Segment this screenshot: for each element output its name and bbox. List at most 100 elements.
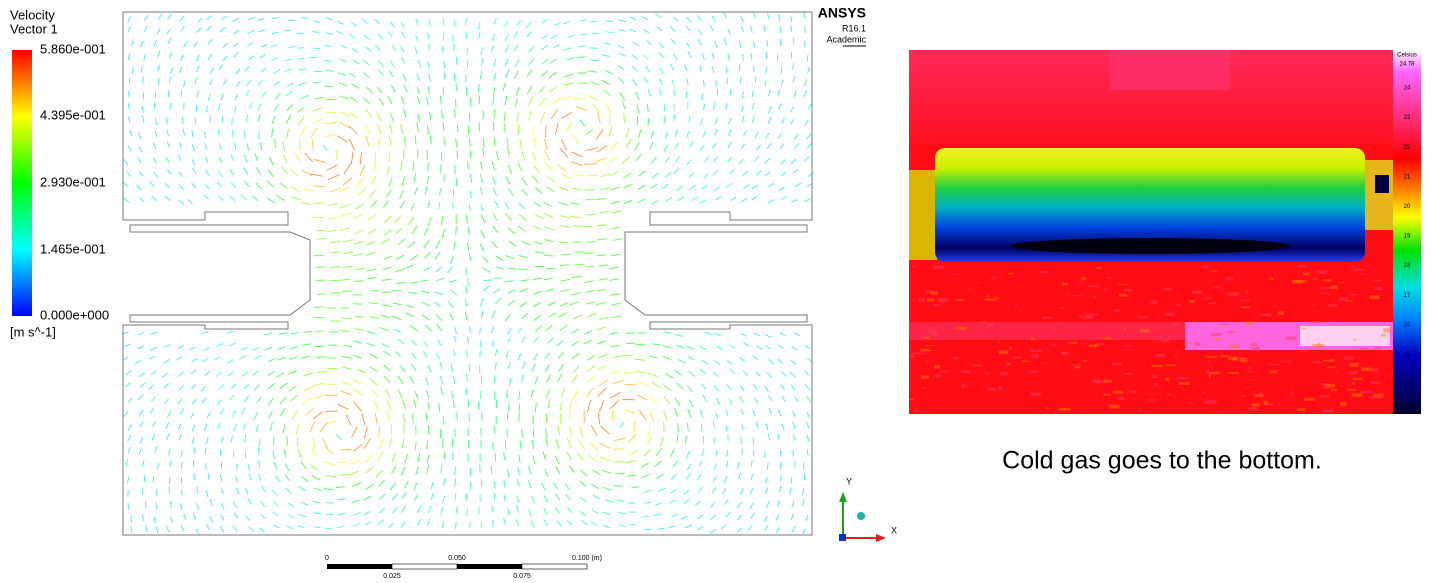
- vector: [610, 345, 619, 347]
- thermal-noise: [1109, 405, 1119, 409]
- vector: [541, 45, 547, 50]
- vector: [223, 79, 226, 85]
- vector: [691, 197, 697, 201]
- vector: [201, 386, 206, 391]
- vector: [283, 154, 287, 163]
- vector: [615, 473, 624, 474]
- vector: [248, 499, 252, 505]
- vector: [702, 360, 708, 364]
- thermal-noise: [1229, 344, 1240, 348]
- thermal-noise: [1052, 327, 1057, 331]
- vector: [428, 163, 429, 172]
- vector: [685, 436, 686, 444]
- vector: [221, 16, 227, 20]
- vector: [428, 200, 430, 208]
- vector: [292, 411, 297, 420]
- vector: [751, 460, 752, 467]
- vector: [700, 145, 703, 151]
- vector: [144, 15, 147, 21]
- thermal-noise: [1371, 368, 1379, 371]
- thermal-noise: [1353, 378, 1363, 380]
- vector: [301, 502, 308, 505]
- vector: [468, 125, 469, 134]
- vector: [544, 240, 553, 242]
- vector: [323, 145, 327, 151]
- vector: [752, 117, 755, 123]
- vector: [519, 255, 528, 257]
- vector: [658, 488, 665, 492]
- vector: [700, 410, 702, 417]
- vector: [273, 81, 279, 86]
- thermal-noise: [974, 282, 980, 283]
- thermal-noise: [1316, 270, 1326, 274]
- thermal-noise: [1252, 403, 1259, 406]
- vector: [700, 346, 707, 350]
- vector: [599, 265, 608, 266]
- vector: [365, 521, 371, 525]
- vector: [572, 276, 581, 278]
- vector: [301, 202, 311, 204]
- thermal-noise: [1104, 287, 1107, 291]
- vector: [743, 185, 748, 189]
- thermal-tick: 19: [1404, 234, 1411, 240]
- vector: [515, 98, 518, 107]
- vector: [402, 177, 405, 186]
- vector: [349, 139, 354, 150]
- vector: [729, 369, 734, 374]
- vector: [283, 424, 285, 433]
- vector: [578, 46, 586, 47]
- vector: [454, 327, 456, 333]
- vector: [509, 188, 513, 195]
- thermal-noise: [940, 370, 948, 372]
- vector: [481, 214, 484, 223]
- vector: [714, 385, 718, 391]
- vector: [353, 512, 360, 515]
- vector: [437, 324, 442, 331]
- vector: [454, 241, 455, 250]
- vector: [549, 86, 557, 92]
- vector: [711, 515, 716, 520]
- vector: [236, 488, 239, 494]
- thermal-noise: [969, 287, 972, 289]
- thermal-noise: [1046, 407, 1050, 409]
- vector: [644, 77, 648, 84]
- vector: [493, 188, 496, 195]
- vector: [659, 43, 664, 48]
- vector: [342, 356, 351, 358]
- vector: [807, 412, 810, 418]
- vector: [405, 454, 408, 463]
- vector: [670, 64, 673, 70]
- vector: [401, 96, 404, 104]
- vector: [202, 358, 208, 362]
- vector: [180, 503, 182, 510]
- thermal-noise: [1140, 329, 1150, 332]
- vector: [218, 422, 220, 428]
- thermal-noise: [1331, 389, 1337, 391]
- vector: [178, 399, 182, 404]
- vector: [804, 90, 806, 96]
- vector: [349, 126, 357, 134]
- vector: [648, 356, 657, 358]
- vector: [518, 328, 522, 334]
- vector: [411, 255, 418, 260]
- vector: [726, 67, 727, 74]
- vector: [181, 525, 184, 531]
- vector: [521, 313, 527, 319]
- vector: [340, 204, 349, 208]
- thermal-noise: [1177, 351, 1179, 352]
- vector: [573, 226, 583, 227]
- vector: [340, 96, 349, 99]
- vector: [728, 54, 729, 61]
- vector: [574, 389, 578, 399]
- vector: [555, 507, 559, 513]
- vector: [417, 123, 418, 132]
- vector: [245, 516, 249, 521]
- vector: [483, 148, 484, 157]
- thermal-noise: [1000, 372, 1007, 376]
- thermal-noise: [1028, 371, 1039, 373]
- vector: [158, 64, 160, 71]
- vector: [385, 216, 392, 223]
- vector: [249, 56, 254, 60]
- vector: [192, 425, 195, 431]
- vector: [440, 188, 441, 196]
